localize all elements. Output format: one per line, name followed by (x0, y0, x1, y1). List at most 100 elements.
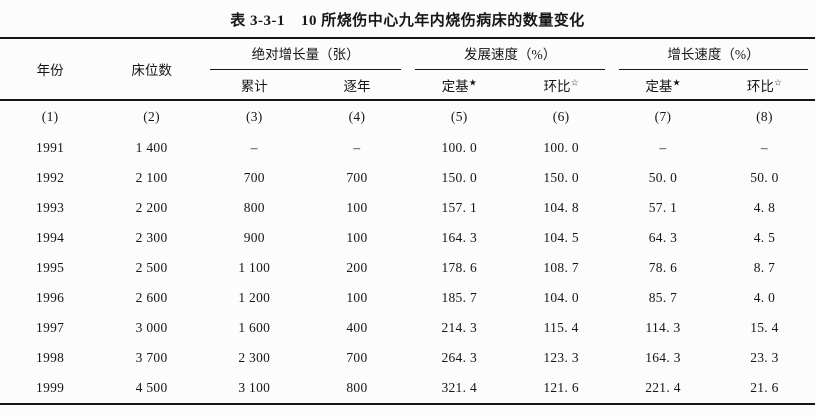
table-cell: 104. 5 (543, 230, 579, 245)
table-cell: 700 (346, 170, 368, 185)
table-row: 1992 2 100 700 700 150. 0 150. 0 50. 0 5… (0, 163, 815, 193)
table-cell: 157. 1 (441, 200, 478, 215)
table-cell: 100 (346, 290, 368, 305)
table-cell: 100 (346, 230, 368, 245)
table-row: 1993 2 200 800 100 157. 1 104. 8 57. 1 4… (0, 193, 815, 223)
table-cell: 1 200 (238, 290, 271, 305)
table-cell: 50. 0 (750, 170, 779, 185)
table-cell: 214. 3 (441, 320, 478, 335)
table-cell: 900 (243, 230, 265, 245)
column-index-row: (1) (2) (3) (4) (5) (6) (7) (8) (0, 100, 815, 133)
table-cell: 123. 3 (543, 350, 579, 365)
open-star-icon: ☆ (570, 77, 579, 87)
subheader-chain-label: 环比 (543, 78, 571, 94)
table-cell: 700 (346, 350, 368, 365)
group-label-growth-speed: 增长速度（%） (619, 39, 808, 70)
table-cell: 1996 (36, 290, 65, 305)
table-cell: 2 300 (135, 230, 168, 245)
table-cell: 1 600 (238, 320, 271, 335)
table-cell: 164. 3 (441, 230, 478, 245)
table-cell: 1997 (36, 320, 65, 335)
table-cell: 264. 3 (441, 350, 478, 365)
table-cell: 4. 5 (753, 230, 776, 245)
table-title: 表 3-3-1 10 所烧伤中心九年内烧伤病床的数量变化 (0, 0, 815, 30)
table-cell: (4) (348, 109, 366, 124)
table-cell: (5) (450, 109, 468, 124)
table-cell: 321. 4 (441, 380, 478, 395)
table-cell: 3 000 (135, 320, 168, 335)
table-cell: 200 (346, 260, 368, 275)
table-cell: 50. 0 (648, 170, 678, 185)
table-cell: 3 700 (135, 350, 168, 365)
table-cell: (8) (756, 109, 773, 124)
header-group-growth-speed: 增长速度（%） (612, 38, 815, 70)
table-cell: (7) (654, 109, 672, 124)
table-cell: – (659, 140, 667, 155)
table-cell: 100. 0 (441, 140, 478, 155)
group-label-absolute-growth: 绝对增长量（张） (209, 39, 402, 70)
table-cell: 78. 6 (648, 260, 678, 275)
table-cell: 2 100 (135, 170, 168, 185)
table-cell: – (353, 140, 361, 155)
table-row: 1994 2 300 900 100 164. 3 104. 5 64. 3 4… (0, 223, 815, 253)
table-cell: 4 500 (135, 380, 168, 395)
table-cell: 178. 6 (441, 260, 478, 275)
subheader-yearly: 逐年 (343, 78, 371, 94)
table-cell: (3) (245, 109, 263, 124)
table-cell: 1991 (36, 140, 65, 155)
table-cell: 1 400 (135, 140, 168, 155)
header-group-development-speed: 发展速度（%） (408, 38, 612, 70)
header-year: 年份 (36, 63, 64, 78)
table-cell: 21. 6 (750, 380, 779, 395)
table-cell: 4. 8 (753, 200, 776, 215)
table-cell: 185. 7 (441, 290, 478, 305)
table-cell: (1) (41, 109, 59, 124)
table-number-label: 表 3-3-1 (230, 13, 285, 29)
statistics-table: 年份 床位数 绝对增长量（张） 发展速度（%） 增长速度（%） 累计 逐年 定基… (0, 37, 815, 405)
table-row: 1998 3 700 2 300 700 264. 3 123. 3 164. … (0, 343, 815, 373)
table-cell: 8. 7 (753, 260, 776, 275)
table-cell: 1992 (36, 170, 65, 185)
group-label-development-speed: 发展速度（%） (415, 39, 606, 70)
table-body: (1) (2) (3) (4) (5) (6) (7) (8) 1991 1 4… (0, 100, 815, 404)
table-cell: 2 500 (135, 260, 168, 275)
table-title-text: 10 所烧伤中心九年内烧伤病床的数量变化 (300, 13, 585, 29)
open-star-icon: ☆ (773, 77, 782, 87)
table-cell: 2 600 (135, 290, 168, 305)
table-row: 1995 2 500 1 100 200 178. 6 108. 7 78. 6… (0, 253, 815, 283)
table-cell: 115. 4 (543, 320, 579, 335)
table-cell: 121. 6 (543, 380, 579, 395)
table-cell: 104. 0 (543, 290, 579, 305)
table-cell: 221. 4 (645, 380, 681, 395)
header-beds: 床位数 (131, 63, 172, 78)
table-cell: 150. 0 (441, 170, 478, 185)
table-row: 1997 3 000 1 600 400 214. 3 115. 4 114. … (0, 313, 815, 343)
table-cell: (2) (143, 109, 160, 124)
table-row: 1999 4 500 3 100 800 321. 4 121. 6 221. … (0, 373, 815, 404)
table-cell: – (250, 140, 258, 155)
subheader-fixed-base-dev: 定基★ (408, 70, 510, 100)
table-cell: 114. 3 (645, 320, 681, 335)
table-cell: 3 100 (238, 380, 271, 395)
table-cell: 164. 3 (645, 350, 681, 365)
table-cell: 108. 7 (543, 260, 579, 275)
table-cell: 1994 (36, 230, 65, 245)
subheader-chain-growth: 环比☆ (714, 70, 815, 100)
table-cell: 800 (346, 380, 368, 395)
subheader-chain-dev: 环比☆ (510, 70, 612, 100)
table-cell: 104. 8 (543, 200, 579, 215)
table-cell: 800 (243, 200, 265, 215)
table-cell: 100. 0 (543, 140, 579, 155)
table-cell: 2 200 (135, 200, 168, 215)
table-cell: – (760, 140, 768, 155)
table-cell: 64. 3 (648, 230, 678, 245)
table-cell: (6) (552, 109, 570, 124)
table-cell: 57. 1 (648, 200, 678, 215)
table-cell: 150. 0 (543, 170, 579, 185)
sub-header-row: 累计 逐年 定基★ 环比☆ 定基★ 环比☆ (0, 70, 815, 100)
table-cell: 700 (243, 170, 265, 185)
table-cell: 4. 0 (753, 290, 776, 305)
header-group-absolute-growth: 绝对增长量（张） (203, 38, 408, 70)
group-header-row: 年份 床位数 绝对增长量（张） 发展速度（%） 增长速度（%） (0, 38, 815, 78)
subheader-chain-label: 环比 (746, 78, 774, 94)
